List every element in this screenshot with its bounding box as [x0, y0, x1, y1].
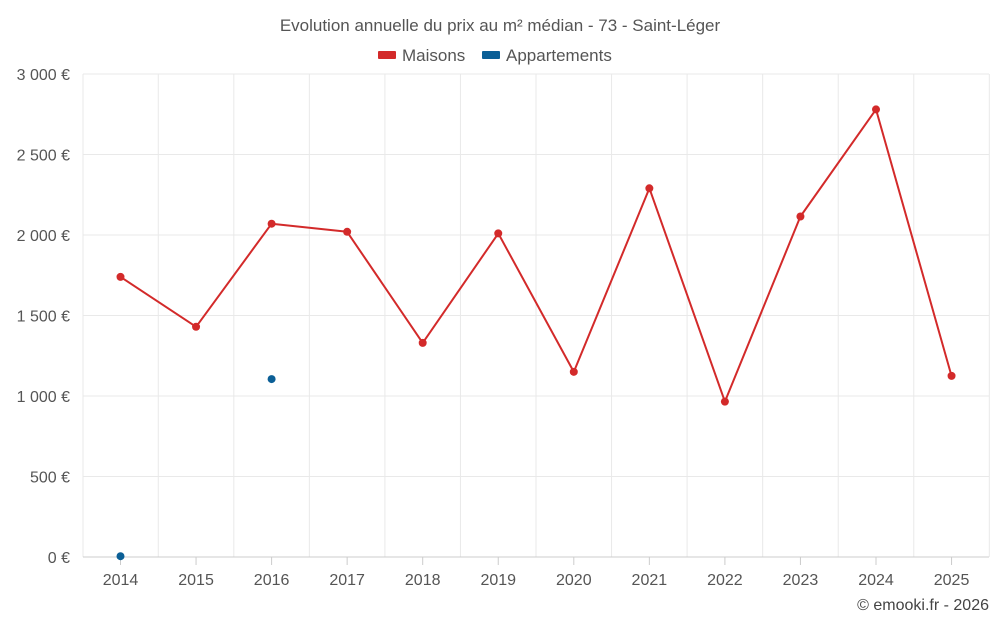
- legend-swatch-maisons: [378, 51, 396, 59]
- data-point-maisons[interactable]: [192, 322, 201, 331]
- series-line-maisons: [119, 108, 953, 403]
- x-tick-label: 2016: [254, 572, 290, 589]
- data-point-maisons[interactable]: [947, 371, 956, 380]
- y-tick-label: 3 000 €: [17, 67, 70, 84]
- legend-item-appartements[interactable]: Appartements: [506, 46, 612, 65]
- data-point-appartements[interactable]: [116, 552, 125, 561]
- x-tick-label: 2023: [783, 572, 819, 589]
- data-point-maisons[interactable]: [569, 367, 578, 376]
- y-tick-label: 1 500 €: [17, 309, 70, 326]
- x-tick-label: 2022: [707, 572, 743, 589]
- data-point-maisons[interactable]: [418, 338, 427, 347]
- y-tick-label: 500 €: [30, 470, 70, 487]
- data-point-maisons[interactable]: [872, 105, 880, 114]
- chart-title: Evolution annuelle du prix au m² médian …: [280, 16, 721, 35]
- x-tick-label: 2014: [103, 572, 139, 589]
- x-tick-label: 2019: [480, 572, 516, 589]
- data-point-maisons[interactable]: [343, 227, 352, 236]
- x-tick-label: 2024: [858, 572, 894, 589]
- data-point-maisons[interactable]: [116, 272, 125, 281]
- data-point-maisons[interactable]: [267, 219, 276, 228]
- y-tick-label: 2 500 €: [17, 148, 70, 165]
- x-tick-label: 2021: [632, 572, 668, 589]
- data-point-maisons[interactable]: [796, 212, 805, 221]
- series-layer: [116, 105, 956, 561]
- x-tick-label: 2017: [329, 572, 365, 589]
- x-tick-label: 2018: [405, 572, 441, 589]
- y-tick-label: 2 000 €: [17, 228, 70, 245]
- legend: Maisons Appartements: [378, 46, 612, 65]
- x-tick-label: 2015: [178, 572, 214, 589]
- data-point-maisons[interactable]: [494, 229, 503, 238]
- legend-item-maisons[interactable]: Maisons: [402, 46, 465, 65]
- data-point-maisons[interactable]: [645, 184, 654, 193]
- x-axis: 2014 2015 2016 2017 2018 2019 2020 2021 2022 2023…: [83, 556, 989, 589]
- grid: [82, 73, 990, 558]
- credit: © emooki.fr - 2026: [857, 597, 989, 614]
- y-axis: 0 € 500 € 1 000 € 1 500 € 2 000 € 2 500 € 3 00…: [17, 67, 70, 567]
- data-point-appartements[interactable]: [267, 375, 276, 384]
- legend-swatch-appartements: [482, 51, 500, 59]
- data-point-maisons[interactable]: [720, 397, 729, 406]
- y-tick-label: 0 €: [48, 550, 70, 567]
- y-tick-label: 1 000 €: [17, 389, 70, 406]
- x-tick-label: 2020: [556, 572, 592, 589]
- x-tick-label: 2025: [934, 572, 970, 589]
